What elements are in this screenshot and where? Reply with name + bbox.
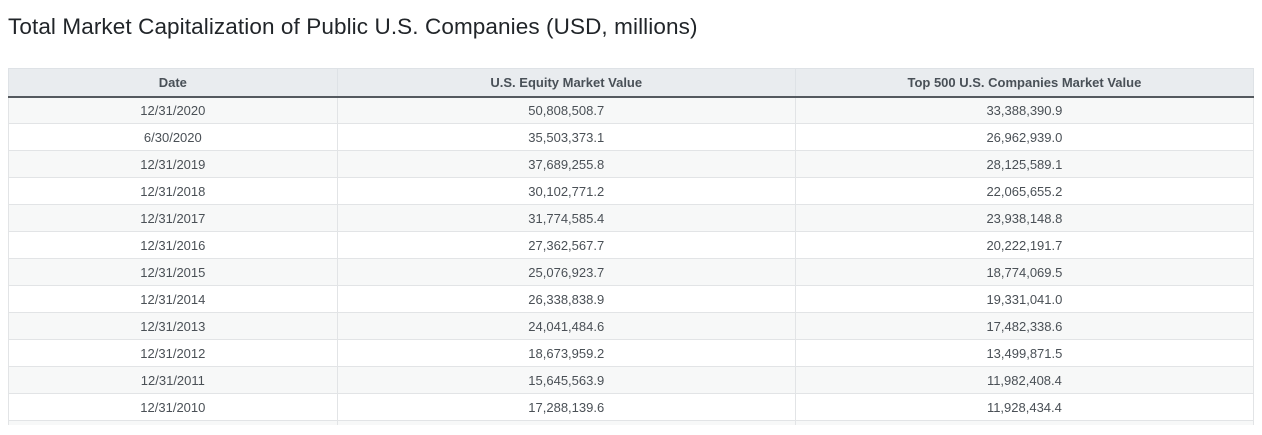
us-equity-value-cell: 17,288,139.6 xyxy=(336,393,796,421)
date-cell: 12/31/2016 xyxy=(8,231,338,259)
date-cell: 12/31/2017 xyxy=(8,204,338,232)
table-row: 12/31/2013 24,041,484.6 17,482,338.6 xyxy=(8,312,1255,340)
us-equity-value-cell: 35,503,373.1 xyxy=(336,123,796,151)
us-equity-value-cell: 30,102,771.2 xyxy=(336,177,796,205)
table-row: 12/31/2014 26,338,838.9 19,331,041.0 xyxy=(8,285,1255,313)
table-row: 12/31/2016 27,362,567.7 20,222,191.7 xyxy=(8,231,1255,259)
top500-value-cell: 18,774,069.5 xyxy=(794,258,1255,286)
top500-value-cell: 28,125,589.1 xyxy=(794,150,1255,178)
top500-value-cell: 20,222,191.7 xyxy=(794,231,1255,259)
top500-value-cell: 13,499,871.5 xyxy=(794,339,1255,367)
date-cell: 12/31/2011 xyxy=(8,366,338,394)
table-row: 12/31/2015 25,076,923.7 18,774,069.5 xyxy=(8,258,1255,286)
table-row: 12/31/2010 17,288,139.6 11,928,434.4 xyxy=(8,393,1255,421)
date-cell: 12/31/2019 xyxy=(8,150,338,178)
us-equity-value-cell: 15,645,563.9 xyxy=(336,366,796,394)
us-equity-value-cell: 26,338,838.9 xyxy=(336,285,796,313)
us-equity-value-cell: 31,774,585.4 xyxy=(336,204,796,232)
top500-value-cell: 19,331,041.0 xyxy=(794,285,1255,313)
market-cap-table: Date U.S. Equity Market Value Top 500 U.… xyxy=(8,68,1255,425)
column-header-date: Date xyxy=(8,68,338,98)
us-equity-value-cell: 37,689,255.8 xyxy=(336,150,796,178)
us-equity-value-cell: 18,673,959.2 xyxy=(336,339,796,367)
column-header-us-equity-market-value: U.S. Equity Market Value xyxy=(336,68,796,98)
top500-value-cell: 23,938,148.8 xyxy=(794,204,1255,232)
top500-value-cell: 11,982,408.4 xyxy=(794,366,1255,394)
column-header-top500-market-value: Top 500 U.S. Companies Market Value xyxy=(794,68,1255,98)
page-title: Total Market Capitalization of Public U.… xyxy=(8,14,698,39)
table-row: 12/31/2018 30,102,771.2 22,065,655.2 xyxy=(8,177,1255,205)
us-equity-value-cell: 25,076,923.7 xyxy=(336,258,796,286)
date-cell: 12/31/2020 xyxy=(8,96,338,124)
us-equity-value-cell: 50,808,508.7 xyxy=(336,96,796,124)
us-equity-value-cell: 24,041,484.6 xyxy=(336,312,796,340)
top500-value-cell: 33,388,390.9 xyxy=(794,96,1255,124)
table-row: 12/31/2012 18,673,959.2 13,499,871.5 xyxy=(8,339,1255,367)
page: Total Market Capitalization of Public U.… xyxy=(0,12,1262,425)
date-cell: 12/31/2018 xyxy=(8,177,338,205)
top500-value-cell: 26,962,939.0 xyxy=(794,123,1255,151)
date-cell: 12/31/2010 xyxy=(8,393,338,421)
table-body: 12/31/2020 50,808,508.7 33,388,390.9 6/30/2… xyxy=(8,96,1255,425)
date-cell: 6/30/2020 xyxy=(8,123,338,151)
table-row: 12/31/2019 37,689,255.8 28,125,589.1 xyxy=(8,150,1255,178)
date-cell: 12/31/2015 xyxy=(8,258,338,286)
table-row: 12/31/2017 31,774,585.4 23,938,148.8 xyxy=(8,204,1255,232)
table-row: 6/30/2020 35,503,373.1 26,962,939.0 xyxy=(8,123,1255,151)
date-cell: 12/31/2013 xyxy=(8,312,338,340)
top500-value-cell: 11,928,434.4 xyxy=(794,393,1255,421)
top500-value-cell: 17,482,338.6 xyxy=(794,312,1255,340)
date-cell: 12/31/2012 xyxy=(8,339,338,367)
table-header-row: Date U.S. Equity Market Value Top 500 U.… xyxy=(8,68,1255,98)
table-row: 12/31/2020 50,808,508.7 33,388,390.9 xyxy=(8,96,1255,124)
table-row: 12/31/2011 15,645,563.9 11,982,408.4 xyxy=(8,366,1255,394)
us-equity-value-cell: 27,362,567.7 xyxy=(336,231,796,259)
date-cell: 12/31/2014 xyxy=(8,285,338,313)
top500-value-cell: 22,065,655.2 xyxy=(794,177,1255,205)
